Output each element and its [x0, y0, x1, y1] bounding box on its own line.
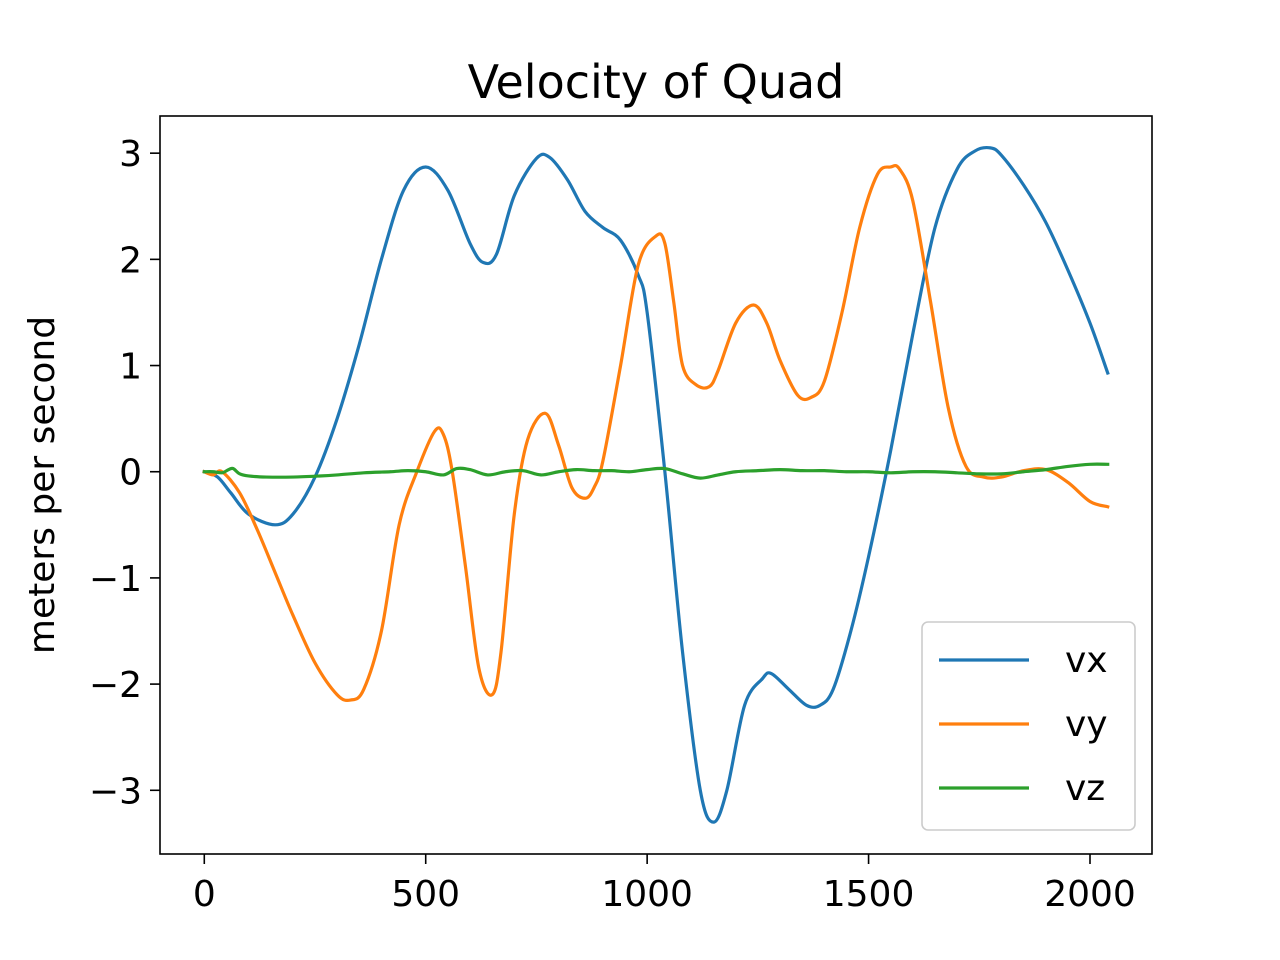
y-tick-label: −1	[89, 559, 142, 600]
x-tick-label: 0	[193, 874, 216, 915]
chart-title: Velocity of Quad	[468, 55, 845, 109]
legend-box	[921, 621, 1136, 831]
legend-label-vz: vz	[1065, 768, 1105, 809]
y-axis-label: meters per second	[22, 316, 63, 654]
legend-label-vy: vy	[1065, 704, 1108, 745]
legend-label-vx: vx	[1065, 640, 1108, 681]
y-tick-label: −2	[89, 665, 142, 706]
y-tick-label: 0	[119, 453, 142, 494]
y-tick-label: 2	[119, 240, 142, 281]
plot-frame	[159, 115, 1153, 855]
legend: vx vy vz	[921, 621, 1136, 831]
plot-series	[202, 145, 1110, 824]
series-line-vx	[202, 145, 1110, 824]
x-tick-label: 1500	[823, 874, 915, 915]
x-tick-label: 2000	[1044, 874, 1136, 915]
y-tick-label: 3	[119, 134, 142, 175]
x-tick-label: 1000	[601, 874, 693, 915]
y-tick-label: 1	[119, 347, 142, 388]
y-axis: 3 2 1 0 −1 −2 −3	[89, 134, 160, 812]
series-line-vy	[202, 163, 1110, 703]
y-tick-label: −3	[89, 771, 142, 812]
x-axis: 0 500 1000 1500 2000	[193, 854, 1136, 915]
x-tick-label: 500	[391, 874, 460, 915]
series-line-vz	[202, 462, 1110, 480]
